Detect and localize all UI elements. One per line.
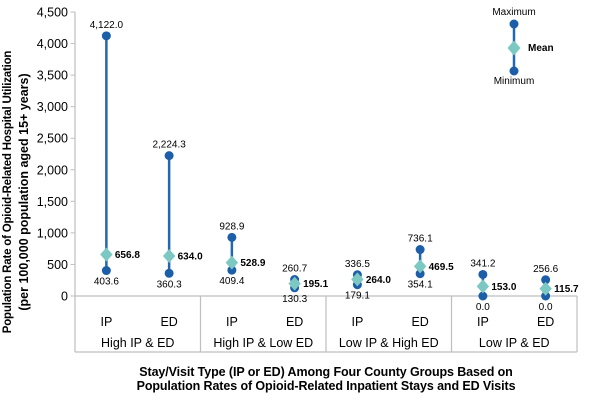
- mean-value-label: 115.7: [554, 284, 579, 295]
- max-marker: [478, 269, 488, 279]
- min-value-label: 409.4: [219, 276, 244, 287]
- mean-value-label: 153.0: [491, 282, 516, 293]
- group-label: High IP & Low ED: [213, 336, 313, 350]
- max-value-label: 260.7: [282, 264, 307, 275]
- max-value-label: 336.5: [345, 259, 370, 270]
- mean-value-label: 656.8: [115, 250, 140, 261]
- mean-marker: [351, 272, 364, 287]
- y-axis-tick-label: 500: [47, 258, 68, 272]
- min-value-label: 360.3: [157, 279, 182, 290]
- legend-min-marker: [509, 66, 519, 76]
- min-value-label: 179.1: [345, 291, 370, 302]
- min-value-label: 130.3: [282, 294, 307, 305]
- mean-marker: [539, 281, 552, 296]
- y-axis-tick-label: 2,000: [37, 163, 68, 177]
- max-marker: [541, 275, 551, 285]
- max-value-label: 928.9: [219, 221, 244, 232]
- min-marker: [478, 291, 488, 301]
- max-marker: [415, 245, 425, 255]
- min-value-label: 0.0: [539, 302, 553, 313]
- mean-value-label: 528.9: [240, 258, 265, 269]
- category-label: ED: [537, 315, 554, 329]
- category-label: IP: [100, 315, 112, 329]
- legend-maximum-label: Maximum: [492, 7, 536, 18]
- max-marker: [227, 232, 237, 242]
- mean-value-label: 264.0: [366, 275, 391, 286]
- mean-marker: [288, 276, 301, 291]
- y-axis-tick-label: 3,000: [37, 100, 68, 114]
- y-axis-tick-label: 2,500: [37, 132, 68, 146]
- y-axis-tick-label: 0: [61, 290, 68, 304]
- legend-minimum-label: Minimum: [493, 76, 535, 87]
- mean-value-label: 469.5: [429, 262, 454, 273]
- min-marker: [415, 269, 425, 279]
- x-axis-title-line1: Stay/Visit Type (IP or ED) Among Four Co…: [139, 365, 513, 379]
- legend-mean-marker: [507, 40, 521, 56]
- group-label: High IP & ED: [101, 336, 174, 350]
- max-value-label: 256.6: [533, 264, 558, 275]
- legend-max-marker: [509, 19, 519, 29]
- min-marker: [101, 266, 111, 276]
- y-axis-tick-label: 1,500: [37, 195, 68, 209]
- mean-marker: [100, 247, 113, 262]
- x-axis-title-line2: Population Rates of Opioid-Related Inpat…: [136, 378, 516, 393]
- mean-value-label: 195.1: [303, 279, 328, 290]
- legend-dumbbell-icon: [507, 19, 521, 76]
- group-label: Low IP & High ED: [339, 336, 439, 350]
- x-axis-title: Stay/Visit Type (IP or ED) Among Four Co…: [70, 365, 582, 393]
- min-value-label: 354.1: [408, 280, 433, 291]
- y-axis-tick-label: 3,500: [37, 69, 68, 83]
- y-axis-tick-label: 4,000: [37, 37, 68, 51]
- mean-marker: [413, 259, 427, 274]
- max-value-label: 2,224.3: [152, 140, 186, 151]
- category-label: ED: [411, 315, 428, 329]
- max-value-label: 341.2: [470, 258, 495, 269]
- mean-marker: [225, 255, 239, 270]
- min-marker: [227, 265, 237, 275]
- mean-marker: [476, 279, 490, 294]
- min-value-label: 0.0: [476, 302, 490, 313]
- min-value-label: 403.6: [94, 277, 119, 288]
- max-value-label: 736.1: [408, 234, 433, 245]
- max-marker: [101, 31, 111, 41]
- category-label: IP: [351, 315, 363, 329]
- y-axis-tick-label: 1,000: [37, 226, 68, 240]
- mean-marker: [162, 248, 176, 263]
- group-label: Low IP & ED: [479, 336, 550, 350]
- category-label: IP: [477, 315, 489, 329]
- min-marker: [541, 291, 551, 301]
- min-marker: [164, 268, 174, 278]
- y-axis-tick-label: 4,500: [37, 6, 68, 20]
- mean-value-label: 634.0: [178, 251, 203, 262]
- legend-mean-label: Mean: [528, 43, 554, 54]
- category-label: IP: [226, 315, 238, 329]
- category-label: ED: [286, 315, 303, 329]
- category-label: ED: [160, 315, 177, 329]
- max-marker: [164, 151, 174, 161]
- max-value-label: 4,122.0: [90, 20, 124, 31]
